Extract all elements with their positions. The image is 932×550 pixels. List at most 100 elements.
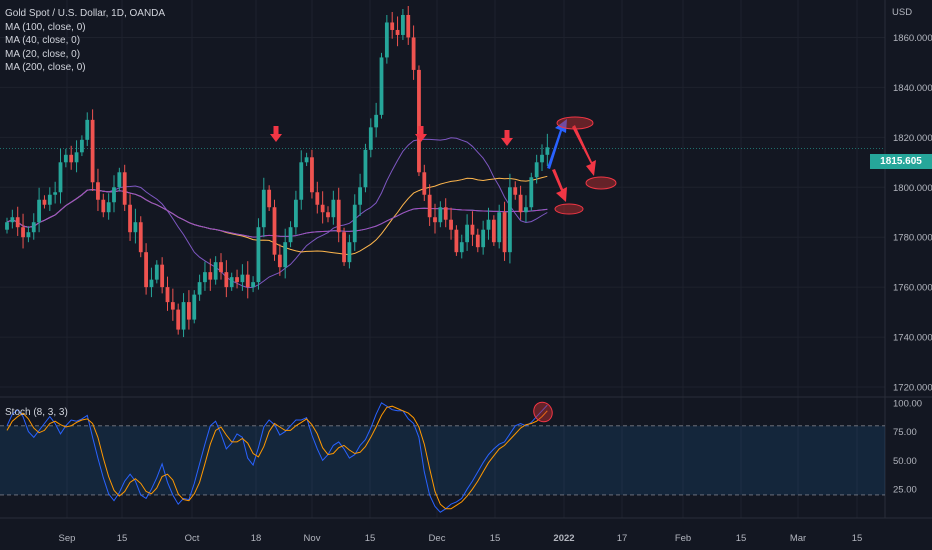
annotations <box>270 116 617 215</box>
time-tick-label: 15 <box>736 533 747 544</box>
candle <box>47 194 52 205</box>
candle <box>213 262 218 280</box>
stoch-legend[interactable]: Stoch (8, 3, 3) <box>5 407 68 418</box>
legend: Gold Spot / U.S. Dollar, 1D, OANDA MA (1… <box>5 7 165 75</box>
candle <box>449 219 453 230</box>
candle <box>80 139 84 153</box>
time-tick-label: Dec <box>429 533 446 544</box>
legend-ma-200[interactable]: MA (200, close, 0) <box>5 62 86 73</box>
candle <box>15 217 20 228</box>
legend-ma-40[interactable]: MA (40, close, 0) <box>5 35 81 46</box>
price-tick-label: 1820.000 <box>893 133 932 144</box>
candle <box>53 192 58 195</box>
candle <box>401 14 405 35</box>
candle <box>545 147 550 155</box>
price-axis: 1860.000 1840.000 1820.000 1800.000 1780.000… <box>893 33 932 496</box>
candle <box>176 309 181 330</box>
time-tick-label: 2022 <box>553 533 574 544</box>
candle <box>133 222 138 233</box>
candle <box>90 119 95 183</box>
candle <box>31 222 36 233</box>
candle <box>310 157 314 193</box>
candle <box>524 207 528 213</box>
candle <box>438 207 443 223</box>
legend-ma-20[interactable]: MA (20, close, 0) <box>5 48 81 60</box>
candle <box>10 217 15 223</box>
candle <box>170 302 175 310</box>
candle <box>497 212 502 243</box>
candle <box>117 172 122 188</box>
price-tick-label: 1840.000 <box>893 83 932 94</box>
candle <box>229 277 234 288</box>
price-tick-label: 1860.000 <box>893 33 932 44</box>
target-ellipse <box>554 203 584 215</box>
candle <box>122 172 127 205</box>
time-tick-label: 18 <box>251 533 262 544</box>
candle <box>63 154 68 163</box>
candle <box>368 127 373 150</box>
moving-average-lines <box>0 137 885 289</box>
candle <box>486 219 491 230</box>
candle <box>112 187 116 203</box>
time-tick-label: 17 <box>617 533 628 544</box>
candle <box>181 302 186 330</box>
candle <box>5 222 9 230</box>
candle <box>208 272 213 280</box>
candle <box>411 37 416 70</box>
candle <box>336 199 341 233</box>
time-tick-label: 15 <box>852 533 863 544</box>
candle <box>534 162 539 178</box>
candle <box>160 264 165 288</box>
candle <box>363 149 368 188</box>
candle <box>384 22 389 58</box>
candle <box>304 157 309 163</box>
candle <box>326 212 330 218</box>
candle <box>106 202 111 213</box>
candle <box>331 199 336 218</box>
current-price-badge: 1815.605 <box>870 154 932 169</box>
price-tick-label: 1720.000 <box>893 383 932 394</box>
stoch-k-line <box>6 402 548 513</box>
candle <box>288 227 293 243</box>
ma-line <box>6 175 548 256</box>
candle <box>251 282 255 288</box>
time-tick-label: 15 <box>117 533 128 544</box>
candle <box>203 272 207 283</box>
candle <box>283 242 288 268</box>
candle <box>433 217 437 223</box>
candle <box>320 204 325 213</box>
candle <box>518 194 523 213</box>
candle <box>144 252 148 288</box>
stoch-tick-label: 25.00 <box>893 485 917 496</box>
candle <box>508 187 512 253</box>
candle <box>529 177 534 208</box>
legend-ma-100[interactable]: MA (100, close, 0) <box>5 21 86 33</box>
candle <box>165 287 170 303</box>
candle <box>427 194 432 218</box>
candle <box>69 154 74 163</box>
candle <box>417 69 421 173</box>
candle <box>224 272 229 288</box>
candle <box>406 14 411 38</box>
candle <box>540 154 544 163</box>
candle <box>21 227 25 238</box>
target-ellipse <box>556 116 594 130</box>
candle <box>459 242 464 253</box>
candles <box>5 5 550 338</box>
candle <box>149 279 154 288</box>
time-tick-label: Sep <box>59 533 76 544</box>
chart-title: Gold Spot / U.S. Dollar, 1D, OANDA <box>5 8 166 19</box>
candle <box>74 152 79 163</box>
candle <box>358 187 362 205</box>
projection-arrow-down <box>572 125 596 176</box>
stoch-d-line <box>6 405 548 510</box>
time-tick-label: Mar <box>790 533 806 544</box>
stochastic-pane <box>0 401 885 513</box>
candle <box>192 294 197 320</box>
candle <box>256 227 261 283</box>
candle <box>443 207 448 220</box>
sell-arrow <box>415 126 427 142</box>
candle <box>481 229 486 248</box>
price-tick-label: 1740.000 <box>893 333 932 344</box>
